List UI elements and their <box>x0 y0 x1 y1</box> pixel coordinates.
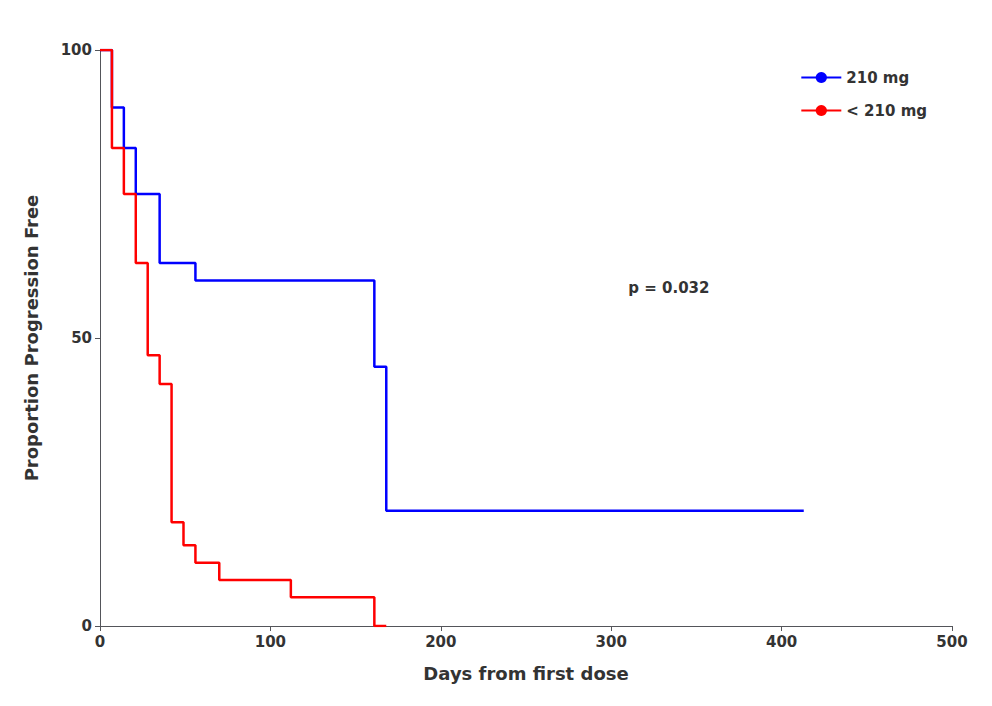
svg-text:0: 0 <box>95 633 105 651</box>
svg-text:200: 200 <box>425 633 456 651</box>
svg-text:< 210 mg: < 210 mg <box>846 102 927 120</box>
svg-text:Proportion Progression Free: Proportion Progression Free <box>21 195 42 482</box>
svg-text:50: 50 <box>71 329 92 347</box>
svg-text:p = 0.032: p = 0.032 <box>628 279 709 297</box>
svg-text:100: 100 <box>61 41 92 59</box>
svg-text:400: 400 <box>766 633 797 651</box>
svg-text:0: 0 <box>82 617 92 635</box>
svg-text:Days from first dose: Days from first dose <box>423 663 628 684</box>
svg-text:210 mg: 210 mg <box>846 69 909 87</box>
svg-text:300: 300 <box>596 633 627 651</box>
svg-text:500: 500 <box>936 633 967 651</box>
svg-text:100: 100 <box>255 633 286 651</box>
